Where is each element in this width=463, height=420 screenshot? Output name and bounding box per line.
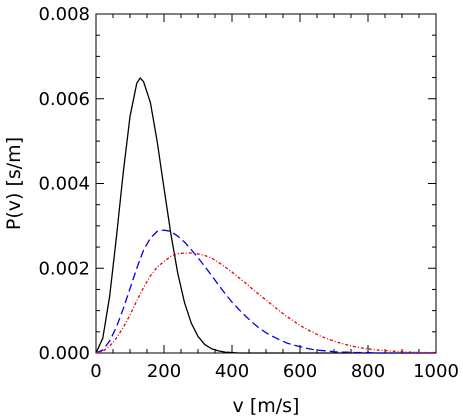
plot-frame bbox=[95, 13, 437, 354]
x-tick-label: 1000 bbox=[413, 361, 459, 382]
series-line-2 bbox=[95, 229, 436, 354]
series-layer bbox=[95, 77, 436, 354]
x-tick-label: 0 bbox=[90, 361, 101, 382]
plot-area-border bbox=[95, 13, 437, 354]
y-tick-label: 0.002 bbox=[38, 258, 90, 279]
x-axis-title: v [m/s] bbox=[233, 395, 300, 417]
y-tick-label: 0.004 bbox=[38, 174, 90, 195]
y-tick-label: 0.006 bbox=[38, 89, 90, 110]
x-tick-label: 400 bbox=[215, 361, 249, 382]
x-tick-label: 200 bbox=[147, 361, 181, 382]
x-tick-label: 600 bbox=[283, 361, 317, 382]
y-tick-label: 0.008 bbox=[38, 4, 90, 25]
x-tick-label: 800 bbox=[351, 361, 385, 382]
axis-ticks bbox=[95, 13, 437, 354]
series-line-3 bbox=[95, 252, 436, 354]
y-axis-title: P(v) [s/m] bbox=[3, 137, 25, 230]
y-tick-label: 0.000 bbox=[38, 343, 90, 364]
series-line-1 bbox=[95, 77, 436, 354]
tick-labels: 0 200 400 600 800 1000 0.000 0.002 0.004 0.006 0.0… bbox=[38, 4, 458, 382]
